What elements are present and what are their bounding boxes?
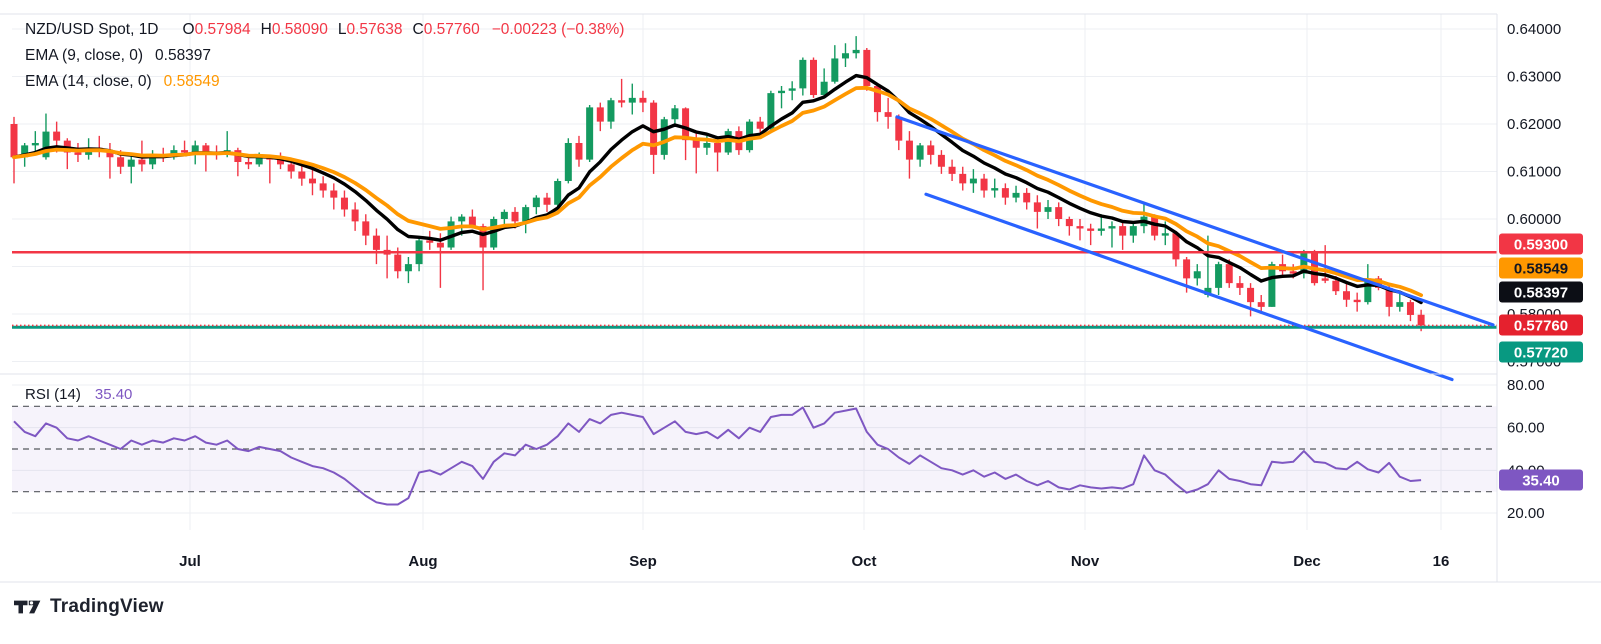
price-badge-0.58549 [1499,257,1583,279]
tradingview-logo[interactable]: TradingView [14,596,164,618]
rsi-value: 35.40 [94,386,133,403]
svg-text:0.59300: 0.59300 [1514,237,1568,254]
ema14-line [12,85,1423,298]
channel-lower [924,192,1454,382]
ema9-value: 0.58397 [155,47,212,64]
price-tick-0.64000: 0.64000 [1507,21,1561,38]
ema14-label: EMA (14, close, 0) [25,73,152,90]
low-value: 0.57638 [346,21,403,38]
tradingview-logo-icon [14,600,41,614]
time-tick-Oct: Oct [851,553,876,570]
svg-text:0.57760: 0.57760 [1514,318,1568,335]
rsi-band [12,405,1497,493]
ema14-legend-row: EMA (14, close, 0) 0.58549 [25,69,624,95]
time-tick-Aug: Aug [408,553,437,570]
ema9-label: EMA (9, close, 0) [25,47,144,64]
open-value: 0.57984 [194,21,251,38]
price-badge-0.57720 [1499,341,1583,363]
rsi-tick-80.00: 80.00 [1507,377,1545,394]
price-tick-0.62000: 0.62000 [1507,116,1561,133]
change-value: −0.00223 (−0.38%) [491,21,625,38]
price-level-lines[interactable] [12,251,1497,329]
channel-upper [895,115,1495,327]
candlestick-series [10,36,1425,332]
pane-borders [0,13,1601,583]
price-badge-0.59300 [1499,233,1583,255]
trend-channel-lines[interactable] [895,115,1495,382]
svg-text:0.58549: 0.58549 [1514,261,1568,278]
price-tick-0.60000: 0.60000 [1507,211,1561,228]
rsi-tick-60.00: 60.00 [1507,420,1545,437]
price-tick-0.63000: 0.63000 [1507,69,1561,86]
price-badge-0.58397 [1499,281,1583,303]
ema14-value: 0.58549 [163,73,220,90]
rsi-line [13,406,1422,506]
open-label: O [182,21,195,38]
time-tick-Nov: Nov [1071,553,1100,570]
symbol-legend: NZD/USD Spot, 1D O0.57984 H0.58090 L0.57638… [25,17,624,95]
price-tick-0.61000: 0.61000 [1507,164,1561,181]
time-tick-Jul: Jul [179,553,201,570]
low-label: L [337,21,347,38]
rsi-legend: RSI (14) 35.40 [25,386,132,403]
symbol-legend-row: NZD/USD Spot, 1D O0.57984 H0.58090 L0.57638… [25,17,624,43]
svg-text:35.40: 35.40 [1522,473,1560,490]
ema9-legend-row: EMA (9, close, 0) 0.58397 [25,43,624,69]
price-badge-0.57760 [1499,314,1583,336]
price-axis-badges: 0.59300 0.58549 0.58397 0.57760 0.57720 35.40 [1499,233,1583,491]
svg-text:0.57720: 0.57720 [1514,345,1568,362]
svg-text:0.58397: 0.58397 [1514,285,1568,302]
time-axis[interactable]: Jul Aug Sep Oct Nov Dec 16 [179,553,1449,570]
high-value: 0.58090 [271,21,328,38]
symbol-title: NZD/USD Spot, 1D [25,21,159,38]
close-label: C [412,21,424,38]
tradingview-logo-text: TradingView [50,596,164,617]
time-tick-Dec: Dec [1293,553,1321,570]
close-value: 0.57760 [423,21,480,38]
ema-overlays [12,73,1423,305]
ema9-line [12,73,1423,305]
high-label: H [260,21,272,38]
time-tick-16: 16 [1433,553,1450,570]
rsi-badge [1499,469,1583,491]
rsi-label: RSI (14) [25,386,81,403]
time-tick-Sep: Sep [629,553,657,570]
rsi-tick-20.00: 20.00 [1507,505,1545,522]
